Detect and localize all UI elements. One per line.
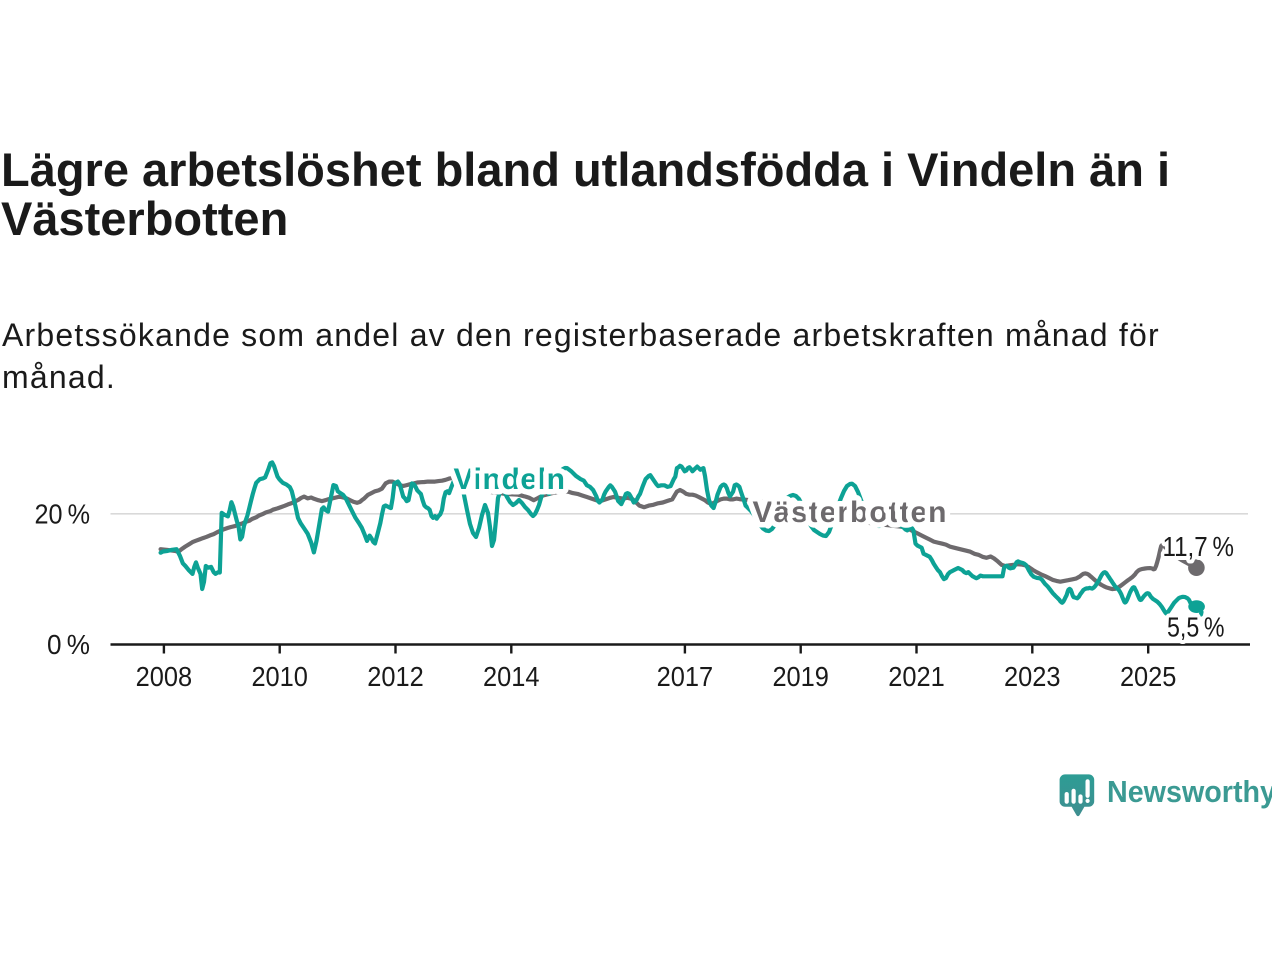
svg-text:2017: 2017 bbox=[657, 661, 714, 692]
svg-text:2025: 2025 bbox=[1120, 661, 1177, 692]
svg-text:2010: 2010 bbox=[251, 661, 308, 692]
svg-text:2008: 2008 bbox=[136, 661, 193, 692]
svg-text:20 %: 20 % bbox=[35, 498, 91, 529]
svg-text:Newsworthy: Newsworthy bbox=[1107, 774, 1272, 809]
svg-text:Vindeln: Vindeln bbox=[454, 463, 566, 496]
svg-text:2023: 2023 bbox=[1004, 661, 1061, 692]
svg-text:2019: 2019 bbox=[772, 661, 829, 692]
svg-text:2021: 2021 bbox=[888, 661, 945, 692]
svg-text:2014: 2014 bbox=[483, 661, 540, 692]
svg-text:11,7 %: 11,7 % bbox=[1163, 531, 1235, 562]
svg-text:2012: 2012 bbox=[367, 661, 424, 692]
svg-text:5,5 %: 5,5 % bbox=[1167, 612, 1225, 643]
svg-text:Västerbotten: Västerbotten bbox=[753, 496, 947, 529]
svg-text:0 %: 0 % bbox=[47, 629, 90, 660]
